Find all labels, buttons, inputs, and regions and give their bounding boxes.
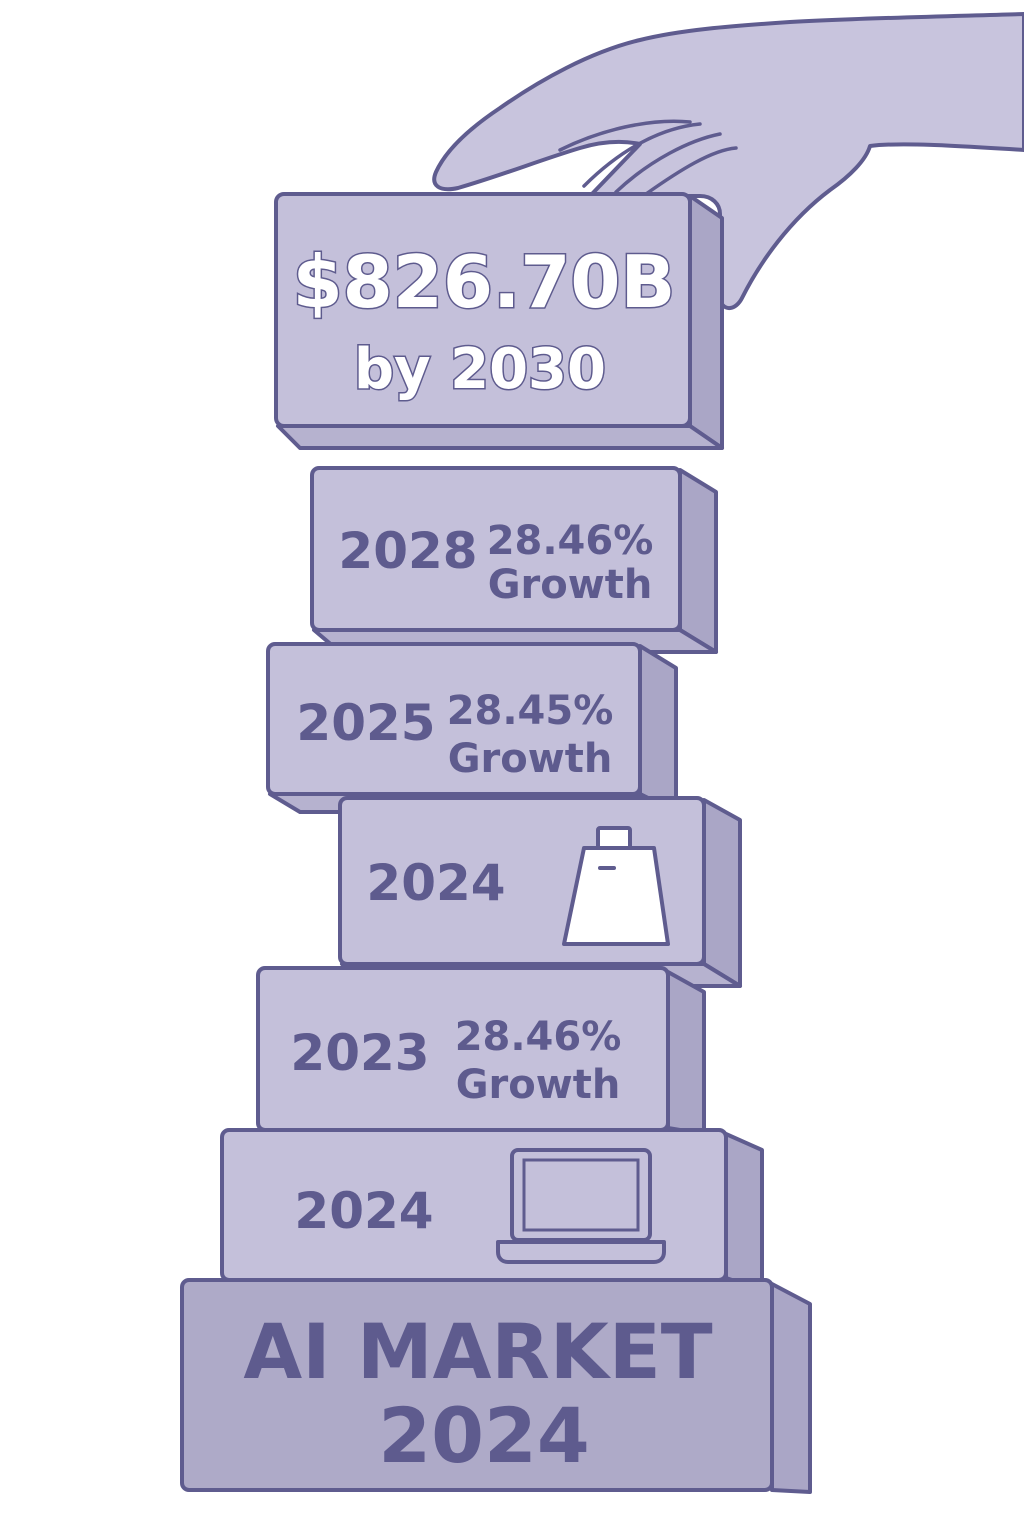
block-year: 2023 xyxy=(290,1024,429,1082)
block-2025: 2025 28.45% Growth xyxy=(266,642,678,814)
block-growth-label: Growth xyxy=(448,736,613,782)
base-title: AI MARKET xyxy=(243,1307,712,1396)
base-block: AI MARKET 2024 xyxy=(180,1278,812,1494)
block-2028: 2028 28.46% Growth xyxy=(310,466,718,654)
block-growth-percent: 28.45% xyxy=(447,688,614,734)
block-year: 2024 xyxy=(294,1182,433,1240)
block-growth-percent: 28.46% xyxy=(487,518,654,564)
block-year: 2025 xyxy=(296,694,435,752)
top-block: $826.70B by 2030 xyxy=(274,192,724,450)
shopping-bag-icon xyxy=(562,826,670,946)
base-year: 2024 xyxy=(378,1391,590,1480)
market-value-year: by 2030 xyxy=(354,337,606,402)
laptop-icon xyxy=(496,1148,666,1264)
market-value: $826.70B xyxy=(293,240,676,324)
block-growth-percent: 28.46% xyxy=(455,1014,622,1060)
block-2023: 2023 28.46% Growth xyxy=(256,966,706,1136)
block-2024-laptop: 2024 xyxy=(220,1128,764,1292)
hand-illustration xyxy=(432,12,1024,310)
block-year: 2028 xyxy=(338,522,477,580)
block-growth-label: Growth xyxy=(456,1062,621,1108)
block-2024-shopping: 2024 xyxy=(338,796,742,988)
block-growth-label: Growth xyxy=(488,562,653,608)
block-year: 2024 xyxy=(366,854,505,912)
